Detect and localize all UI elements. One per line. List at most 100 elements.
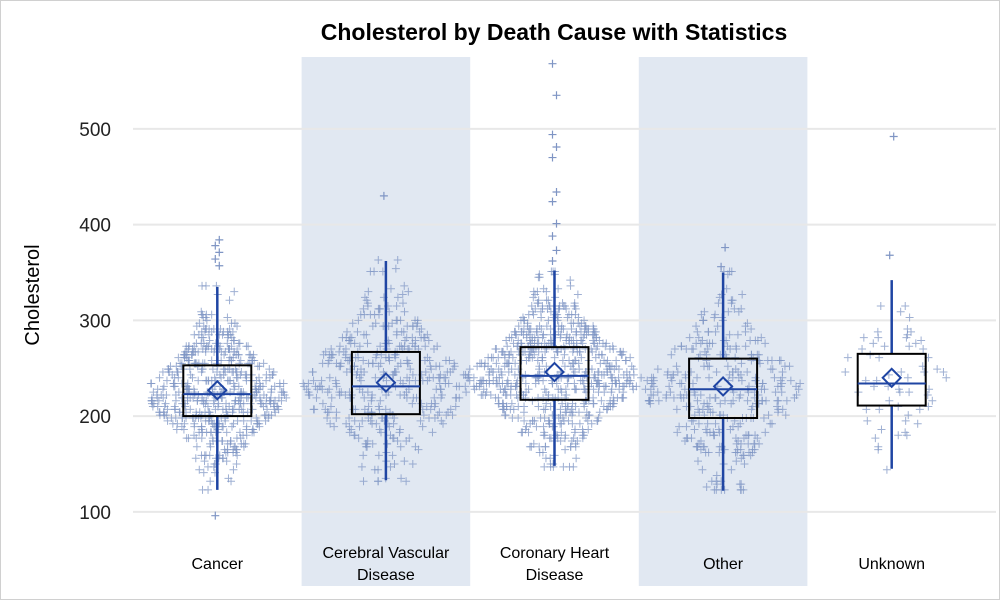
data-point xyxy=(876,301,885,310)
data-point xyxy=(862,405,871,414)
data-point xyxy=(269,368,278,377)
data-point xyxy=(400,342,409,351)
data-point xyxy=(894,431,903,440)
data-point xyxy=(204,376,213,385)
data-point xyxy=(608,402,617,411)
data-point xyxy=(571,402,580,411)
data-point xyxy=(231,448,240,457)
data-point xyxy=(734,436,743,445)
data-point xyxy=(626,376,635,385)
outlier-point xyxy=(215,261,224,270)
data-point xyxy=(896,307,905,316)
data-point xyxy=(146,379,155,388)
data-point xyxy=(911,339,920,348)
data-point xyxy=(737,480,746,489)
outlier-point xyxy=(885,251,894,260)
data-point xyxy=(873,327,882,336)
data-point xyxy=(432,362,441,371)
data-point xyxy=(299,379,308,388)
data-point xyxy=(421,368,430,377)
gridlines xyxy=(133,127,996,513)
data-point xyxy=(228,368,237,377)
data-point xyxy=(514,336,523,345)
data-point xyxy=(174,353,183,362)
data-point xyxy=(503,359,512,368)
data-point xyxy=(768,365,777,374)
mean-marker xyxy=(881,367,903,389)
data-point xyxy=(492,345,501,354)
data-point xyxy=(352,370,361,379)
data-point xyxy=(147,393,156,402)
data-point xyxy=(236,356,245,365)
data-point xyxy=(880,342,889,351)
data-point xyxy=(406,365,415,374)
data-point xyxy=(155,373,164,382)
data-point xyxy=(675,379,684,388)
data-point xyxy=(232,350,241,359)
data-point xyxy=(242,342,251,351)
data-point xyxy=(686,402,695,411)
data-point xyxy=(473,362,482,371)
data-point xyxy=(363,388,372,397)
data-point xyxy=(871,434,880,443)
data-point xyxy=(629,365,638,374)
data-point xyxy=(402,436,411,445)
data-point xyxy=(186,405,195,414)
data-point xyxy=(578,376,587,385)
data-point xyxy=(346,339,355,348)
data-point xyxy=(270,382,279,391)
x-tick-label-0: Cancer xyxy=(192,556,244,573)
data-point xyxy=(354,316,363,325)
data-point xyxy=(730,304,739,313)
data-point xyxy=(653,388,662,397)
data-point xyxy=(539,284,548,293)
data-point xyxy=(597,370,606,379)
data-point xyxy=(347,333,356,342)
data-point xyxy=(696,350,705,359)
data-point xyxy=(743,396,752,405)
data-point xyxy=(478,391,487,400)
data-point xyxy=(509,339,518,348)
data-point xyxy=(339,347,348,356)
data-point xyxy=(375,425,384,434)
data-point xyxy=(522,330,531,339)
data-point xyxy=(188,347,197,356)
data-point xyxy=(737,359,746,368)
data-point xyxy=(782,396,791,405)
data-point xyxy=(672,405,681,414)
data-point xyxy=(622,379,631,388)
data-point xyxy=(366,310,375,319)
data-point xyxy=(712,368,721,377)
data-point xyxy=(416,416,425,425)
data-point xyxy=(214,339,223,348)
data-point xyxy=(796,379,805,388)
data-point xyxy=(731,365,740,374)
data-point xyxy=(308,368,317,377)
data-point xyxy=(693,327,702,336)
box-plots xyxy=(182,260,927,491)
data-point xyxy=(204,485,213,494)
data-point xyxy=(743,368,752,377)
data-point xyxy=(710,313,719,322)
data-point xyxy=(221,405,230,414)
data-point xyxy=(354,434,363,443)
data-point xyxy=(863,416,872,425)
data-point xyxy=(649,391,658,400)
data-point xyxy=(208,365,217,374)
data-point xyxy=(648,379,657,388)
data-point xyxy=(418,422,427,431)
data-point xyxy=(362,296,371,305)
data-point xyxy=(353,327,362,336)
data-point xyxy=(386,284,395,293)
data-point xyxy=(738,290,747,299)
data-point xyxy=(430,393,439,402)
points-group-4 xyxy=(841,132,951,474)
data-point xyxy=(327,393,336,402)
data-point xyxy=(225,296,234,305)
data-point xyxy=(277,396,286,405)
data-point xyxy=(177,393,186,402)
data-point xyxy=(212,368,221,377)
data-point xyxy=(360,368,369,377)
data-point xyxy=(461,382,470,391)
data-point xyxy=(350,416,359,425)
